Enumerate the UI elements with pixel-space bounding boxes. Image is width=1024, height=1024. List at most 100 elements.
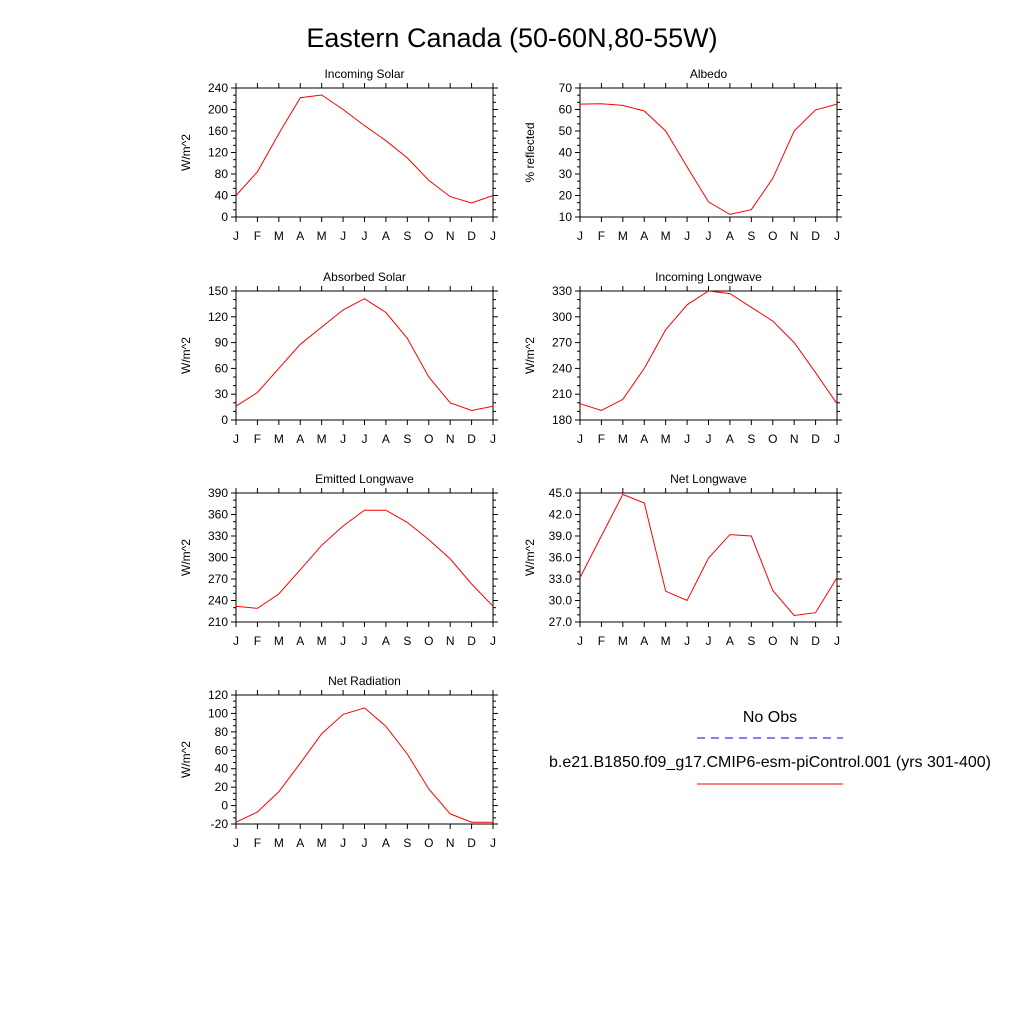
x-tick-label: J [490,836,496,850]
x-tick-label: J [834,229,840,243]
x-tick-label: S [747,634,755,648]
y-tick-label: 270 [208,572,228,586]
x-tick-label: N [790,634,799,648]
panel-title: Emitted Longwave [315,472,414,486]
x-tick-label: A [382,836,390,850]
x-tick-label: J [706,432,712,446]
x-tick-label: O [424,836,433,850]
y-tick-label: 0 [221,799,228,813]
x-tick-label: O [768,229,777,243]
y-tick-label: 30 [559,167,573,181]
y-axis-label: W/m^2 [523,539,537,576]
y-tick-label: 0 [221,210,228,224]
x-tick-label: N [446,432,455,446]
x-tick-label: J [706,634,712,648]
plot-frame [579,87,838,218]
y-tick-label: 0 [221,413,228,427]
series-line [235,298,494,412]
x-tick-label: M [661,229,671,243]
y-tick-label: 45.0 [549,486,573,500]
x-tick-label: J [233,836,239,850]
x-tick-label: O [424,229,433,243]
x-tick-label: J [834,432,840,446]
x-tick-label: J [684,432,690,446]
y-tick-label: 210 [552,387,572,401]
x-tick-label: J [340,432,346,446]
y-tick-label: 100 [208,706,228,720]
y-tick-label: 360 [208,508,228,522]
x-tick-label: N [446,836,455,850]
x-tick-label: A [640,229,648,243]
x-tick-label: A [382,432,390,446]
x-tick-label: J [490,634,496,648]
x-tick-label: D [467,634,476,648]
series-line [235,707,493,823]
x-tick-label: M [317,432,327,446]
panel-title: Net Longwave [670,472,747,486]
y-tick-label: 120 [208,146,228,160]
chart-panel: Emitted Longwave W/m^2 210 240 270 300 330 360 3… [179,472,498,648]
x-tick-label: M [274,432,284,446]
y-tick-label: 27.0 [549,615,573,629]
y-tick-label: 39.0 [549,529,573,543]
panel-title: Albedo [690,67,728,81]
series-line [235,509,494,609]
y-tick-label: 330 [552,284,572,298]
y-tick-label: 30 [215,387,229,401]
x-tick-label: A [382,229,390,243]
y-tick-label: 390 [208,486,228,500]
x-tick-label: J [577,432,583,446]
x-tick-label: D [467,432,476,446]
y-tick-label: 70 [559,81,573,95]
x-tick-label: J [684,634,690,648]
x-tick-label: F [598,229,605,243]
x-tick-label: F [254,432,261,446]
x-tick-label: N [446,229,455,243]
y-tick-label: 50 [559,124,573,138]
series-line [579,493,838,617]
x-tick-label: S [747,432,755,446]
plot-frame [235,694,494,825]
x-tick-label: N [790,432,799,446]
y-tick-label: 150 [208,284,228,298]
x-tick-label: A [640,634,648,648]
x-tick-label: A [296,836,304,850]
x-tick-label: M [618,432,628,446]
panel-title: Incoming Solar [324,67,404,81]
x-tick-label: J [233,634,239,648]
y-tick-label: 240 [208,81,228,95]
plot-frame [579,290,838,421]
x-tick-label: O [424,432,433,446]
y-tick-label: 40 [215,189,229,203]
x-tick-label: J [834,634,840,648]
y-tick-label: 30.0 [549,594,573,608]
x-tick-label: J [706,229,712,243]
x-tick-label: M [618,229,628,243]
x-tick-label: J [490,229,496,243]
x-tick-label: J [340,229,346,243]
x-tick-label: M [317,229,327,243]
x-tick-label: O [424,634,433,648]
y-tick-label: 60 [215,743,229,757]
legend-model-label: b.e21.B1850.f09_g17.CMIP6-esm-piControl.… [549,754,991,771]
x-tick-label: J [362,432,368,446]
y-tick-label: 36.0 [549,551,573,565]
y-tick-label: 120 [208,688,228,702]
x-tick-label: M [618,634,628,648]
panel-title: Absorbed Solar [323,270,406,284]
y-tick-label: -20 [211,817,229,831]
y-axis-label: W/m^2 [179,741,193,778]
x-tick-label: F [254,836,261,850]
y-tick-label: 33.0 [549,572,573,586]
y-tick-label: 90 [215,336,229,350]
y-tick-label: 40 [559,146,573,160]
x-tick-label: M [274,229,284,243]
x-tick-label: J [577,229,583,243]
x-tick-label: A [726,432,734,446]
x-tick-label: N [446,634,455,648]
x-tick-label: D [811,432,820,446]
y-tick-label: 210 [208,615,228,629]
